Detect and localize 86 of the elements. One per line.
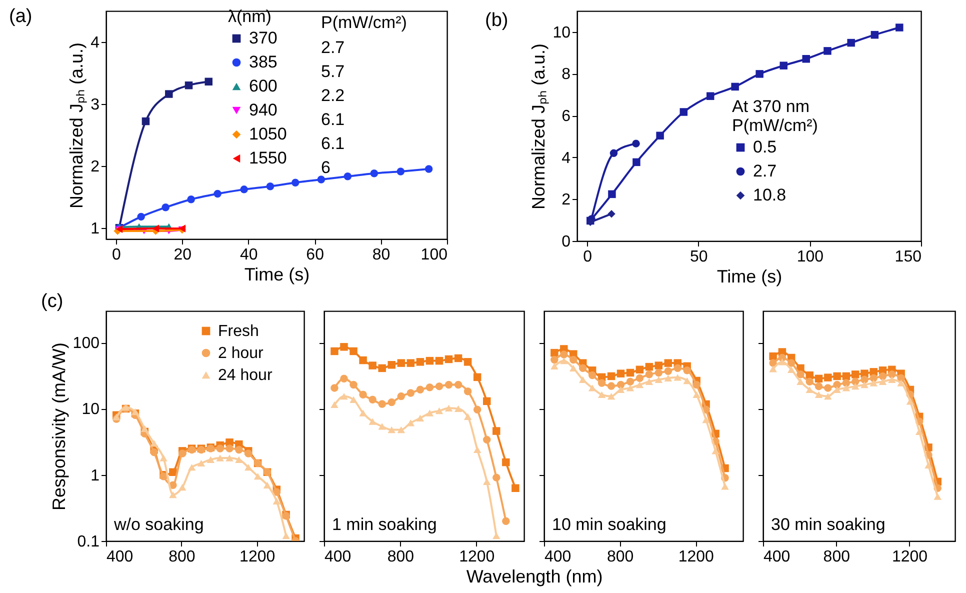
y-tick-label: 1	[90, 467, 100, 484]
annotation: w/o soaking	[113, 515, 204, 534]
legend-label: 10.8	[753, 186, 786, 204]
x-axis-title: Time (s)	[716, 266, 782, 286]
y-tick-label: 2	[562, 192, 571, 209]
x-tick-label: 100	[420, 246, 448, 264]
y-tick-label: 2	[90, 158, 100, 176]
legend-label: 0.5	[753, 138, 777, 156]
text: (a)	[9, 6, 32, 27]
y-axis-title: Responsivity (mA/W)	[48, 342, 69, 511]
y-tick-label: 0	[562, 234, 571, 250]
x-tick-label: 800	[606, 548, 634, 566]
point	[266, 182, 274, 190]
annotation: 6.1	[321, 110, 345, 129]
x-tick-label: 800	[168, 548, 196, 566]
legend-title: λ(nm)	[228, 7, 272, 26]
x-tick-label: 1200	[892, 548, 928, 566]
x-tick-label: 400	[324, 548, 352, 566]
x-tick-label: 150	[894, 248, 922, 266]
annotation: 6	[321, 158, 330, 177]
annotation: P(mW/cm²)	[321, 13, 407, 32]
annotation: 30 min soaking	[771, 515, 886, 534]
x-tick-label: 1200	[240, 548, 276, 566]
point	[424, 165, 433, 173]
point	[184, 81, 193, 90]
x-tick-label: 100	[796, 248, 824, 266]
legend-label: 1050	[249, 124, 287, 144]
point	[142, 117, 150, 126]
point	[240, 186, 248, 194]
legend-label: 2 hour	[218, 345, 264, 362]
text: (b)	[485, 10, 508, 31]
legend-label: Fresh	[218, 323, 259, 340]
point	[317, 176, 326, 184]
annotation: 10 min soaking	[552, 515, 666, 534]
x-tick-label: 800	[823, 548, 850, 566]
legend-label: 1550	[249, 148, 287, 168]
y-tick-label: 0.1	[77, 534, 100, 550]
y-tick-label: 8	[562, 66, 571, 84]
x-tick-label: 80	[372, 246, 390, 264]
x-axis-title: Time (s)	[244, 264, 310, 284]
x-tick-label: 800	[387, 548, 414, 566]
y-axis-title: Normalized Jₚₕ (a.u.)	[66, 42, 88, 209]
point	[187, 195, 195, 204]
legend-label: 385	[249, 52, 278, 72]
x-tick-label: 1200	[678, 548, 714, 566]
point	[162, 204, 170, 212]
text: (c)	[41, 291, 64, 312]
y-tick-label: 4	[562, 150, 571, 167]
x-tick-label: 0	[583, 248, 592, 266]
y-tick-label: 100	[72, 335, 100, 352]
legend-label: 600	[249, 76, 278, 96]
annotation: 5.7	[321, 62, 345, 81]
x-tick-label: 400	[106, 548, 134, 566]
x-tick-label: 20	[174, 246, 192, 264]
y-axis-title: Normalized Jₚₕ (a.u.)	[528, 43, 550, 210]
point	[137, 212, 145, 221]
y-tick-label: 3	[90, 96, 100, 114]
point	[292, 178, 300, 186]
x-tick-label: 0	[112, 246, 121, 264]
point	[396, 168, 405, 176]
legend-title: At 370 nm P(mW/cm²)	[732, 97, 818, 135]
point	[344, 172, 352, 180]
x-tick-label: 40	[240, 246, 258, 264]
y-tick-label: 4	[90, 34, 100, 52]
legend-label: 370	[249, 28, 278, 48]
annotation: 2.7	[321, 38, 345, 57]
x-axis-title: Wavelength (nm)	[466, 566, 603, 586]
point	[165, 90, 173, 98]
y-tick-label: 10	[82, 401, 100, 418]
legend-label: 2.7	[753, 162, 777, 180]
annotation: 2.2	[321, 86, 345, 105]
annotation: 1 min soaking	[332, 515, 437, 534]
y-tick-label: 10	[552, 24, 571, 42]
x-tick-label: 60	[306, 246, 324, 264]
y-tick-label: 1	[90, 220, 100, 238]
x-tick-label: 400	[544, 548, 572, 566]
annotation: 6.1	[321, 134, 345, 153]
point	[370, 169, 378, 178]
legend-label: 940	[249, 100, 278, 120]
legend-label: 24 hour	[218, 367, 273, 384]
x-tick-label: 400	[764, 548, 790, 566]
point	[214, 190, 222, 198]
x-tick-label: 50	[690, 248, 708, 266]
point	[204, 78, 213, 86]
x-tick-label: 1200	[459, 548, 495, 566]
y-tick-label: 6	[562, 108, 571, 126]
